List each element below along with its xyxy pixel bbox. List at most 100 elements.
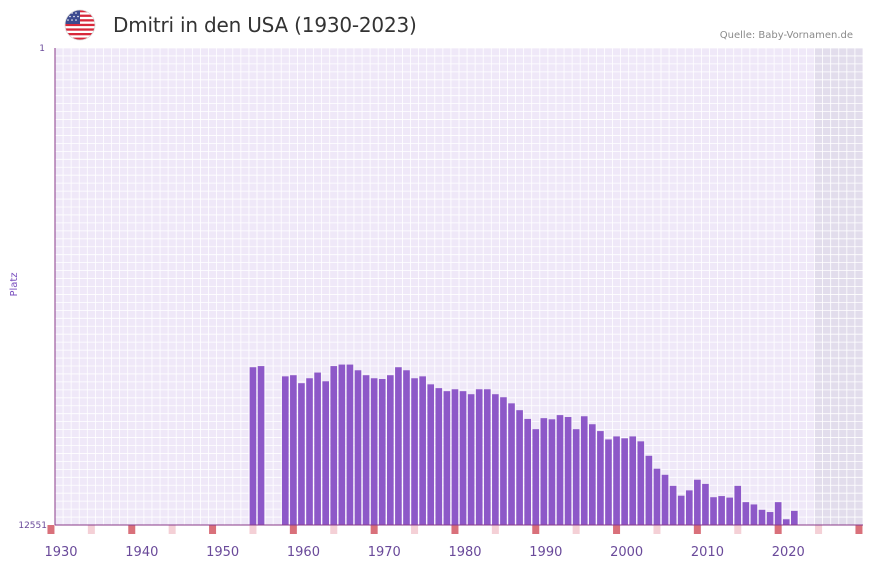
bar-1988 (524, 418, 531, 525)
bar-1975 (419, 376, 426, 525)
bar-1994 (572, 429, 580, 525)
x-tick-label: 1950 (206, 545, 239, 560)
bar-2019 (774, 502, 782, 525)
x-tick-label: 1960 (287, 545, 320, 560)
x-tick-label: 1980 (448, 545, 481, 560)
bar-2018 (766, 512, 774, 525)
bar-1967 (354, 370, 362, 525)
bar-1965 (338, 364, 346, 525)
bar-1974 (411, 378, 418, 525)
bar-1981 (467, 394, 475, 525)
half-decade-marker (572, 525, 580, 534)
bar-1976 (427, 384, 435, 525)
bar-2015 (742, 502, 750, 525)
x-tick-label: 1930 (44, 545, 77, 560)
bar-2003 (645, 455, 653, 525)
bar-1997 (597, 431, 604, 525)
axes (54, 48, 863, 526)
source-credit: Quelle: Baby-Vornamen.de (719, 30, 853, 41)
bar-1995 (580, 416, 588, 525)
y-axis-tick-labels: 1 12551 (18, 44, 47, 531)
grid-lines (54, 47, 864, 526)
bar-2010 (702, 483, 709, 525)
bar-2012 (718, 496, 725, 525)
bar-1972 (395, 367, 402, 525)
bar-1978 (443, 391, 451, 525)
bar-2001 (629, 436, 637, 525)
x-axis-tick-labels: 1930 1940 1950 1960 1970 1980 1990 2000 2010 2020 (44, 545, 804, 560)
bar-2013 (726, 497, 733, 525)
bar-1968 (362, 375, 370, 525)
bar-2014 (734, 485, 742, 525)
chart-header: Dmitri in den USA (1930-2023) Quelle: Ba… (0, 0, 873, 48)
bar-1998 (605, 439, 612, 525)
x-tick-label: 2010 (691, 545, 724, 560)
bar-1987 (516, 410, 523, 525)
us-flag-icon (64, 9, 96, 41)
x-tick-label: 1940 (125, 545, 158, 560)
bar-1958 (281, 376, 289, 525)
bar-1964 (330, 366, 338, 525)
bar-1979 (451, 389, 459, 525)
bar-1986 (508, 403, 515, 525)
bar-series (249, 364, 798, 525)
decade-marker (532, 525, 540, 534)
half-decade-marker (734, 525, 742, 534)
bar-1999 (613, 436, 620, 525)
x-tick-label: 1990 (529, 545, 562, 560)
bar-1993 (564, 417, 572, 525)
x-tick-label: 2000 (610, 545, 643, 560)
bar-1961 (306, 378, 313, 525)
x-tick-label: 2020 (772, 545, 805, 560)
bar-2009 (694, 479, 701, 525)
half-decade-marker (330, 525, 338, 534)
bar-1992 (556, 415, 564, 525)
bar-1980 (459, 391, 467, 525)
decade-marker (47, 525, 55, 534)
decade-markers (47, 525, 863, 534)
half-decade-marker (87, 525, 95, 534)
decade-marker (209, 525, 217, 534)
bar-1963 (322, 381, 329, 525)
bar-1960 (298, 383, 305, 525)
decade-marker (774, 525, 782, 534)
bar-2000 (621, 438, 628, 525)
half-decade-marker (653, 525, 661, 534)
bar-1977 (435, 388, 443, 525)
bar-2004 (653, 468, 661, 525)
decade-marker (128, 525, 136, 534)
y-axis-label: Platz (9, 272, 20, 296)
half-decade-marker (411, 525, 419, 534)
half-decade-marker (815, 525, 823, 534)
bar-1973 (403, 370, 410, 525)
bar-1984 (492, 394, 499, 525)
bar-1985 (500, 397, 507, 525)
half-decade-marker (249, 525, 257, 534)
bar-1996 (589, 424, 596, 525)
bar-2008 (685, 490, 693, 525)
decade-marker (370, 525, 378, 534)
x-tick-label: 1970 (368, 545, 401, 560)
half-decade-marker (168, 525, 176, 534)
decade-marker (855, 525, 863, 534)
bar-2017 (758, 509, 766, 525)
bar-2005 (661, 474, 669, 525)
bar-2011 (710, 497, 717, 525)
bar-1959 (290, 375, 297, 525)
bar-1971 (387, 375, 394, 525)
y-tick-label-bottom: 12551 (18, 521, 47, 531)
chart-title: Dmitri in den USA (1930-2023) (113, 13, 417, 37)
bar-1955 (257, 366, 265, 525)
bar-2002 (637, 441, 645, 525)
decade-marker (613, 525, 621, 534)
y-tick-label-top: 1 (39, 44, 45, 54)
bar-1989 (532, 429, 540, 525)
half-decade-marker (491, 525, 499, 534)
bar-2006 (669, 485, 677, 525)
bar-1969 (370, 378, 378, 525)
bar-2016 (750, 504, 758, 525)
decade-marker (451, 525, 459, 534)
decade-marker (289, 525, 297, 534)
bar-1982 (475, 389, 483, 525)
